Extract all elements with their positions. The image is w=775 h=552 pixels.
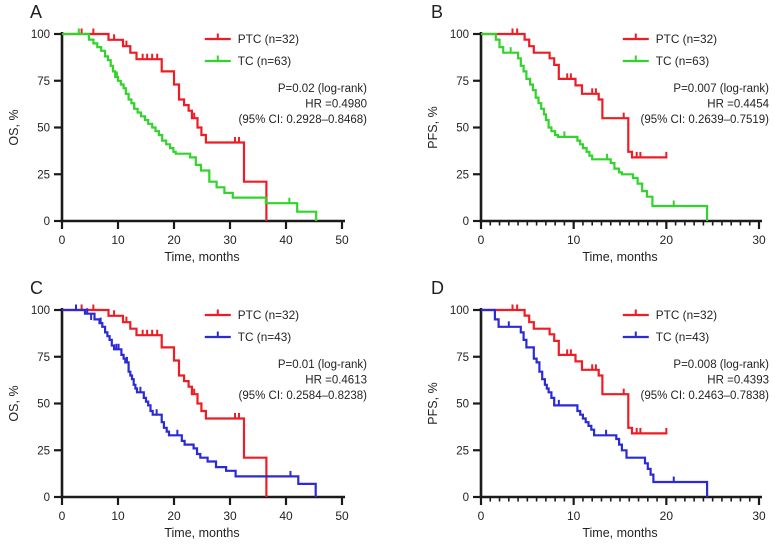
x-tick-label: 30: [223, 509, 237, 523]
x-tick-label: 30: [223, 233, 237, 247]
panel-a-letter: A: [30, 2, 43, 22]
km-plot-a: 0 25 50 75 100 0 10 20 30 40 50 Time, months OS, % PT…: [7, 28, 367, 264]
series-curve-1: [62, 308, 317, 497]
panel-c: C 0 25 50 75 100 0 10 20 30 40 50 Time, months OS, %…: [0, 276, 387, 552]
x-tick-label: 0: [478, 509, 485, 523]
stats-line-0: P=0.008 (log-rank): [673, 359, 769, 371]
y-axis-title: PFS, %: [426, 106, 440, 148]
panel-c-letter: C: [30, 278, 44, 298]
y-tick-label: 75: [456, 352, 469, 364]
legend-label-1: TC (n=43): [656, 330, 710, 344]
x-tick-label: 20: [660, 509, 674, 523]
y-tick-label: 0: [463, 492, 469, 504]
y-tick-label: 50: [456, 123, 469, 135]
series-curve-1: [62, 32, 318, 221]
km-plot-d: 0 25 50 75 100 0 10 20 30 Time, months PFS, % PTC (…: [426, 304, 769, 540]
y-tick-label: 75: [37, 352, 50, 364]
y-tick-label: 50: [456, 399, 469, 411]
y-axis-title: OS, %: [7, 385, 21, 421]
y-tick-label: 100: [31, 305, 50, 317]
y-tick-label: 0: [44, 216, 50, 228]
series-curve-1: [481, 308, 709, 497]
stats-line-0: P=0.01 (log-rank): [278, 359, 367, 371]
km-plot-b: 0 25 50 75 100 0 10 20 30 Time, months PFS, % PTC (…: [426, 28, 770, 264]
y-tick-label: 100: [450, 29, 469, 41]
x-axis-title: Time, months: [582, 526, 657, 540]
stats-line-1: HR =0.4613: [305, 375, 367, 387]
x-tick-label: 20: [167, 509, 181, 523]
x-tick-label: 50: [335, 509, 349, 523]
legend-label-0: PTC (n=32): [656, 308, 717, 322]
x-tick-label: 0: [59, 509, 66, 523]
x-axis-title: Time, months: [582, 250, 657, 264]
y-tick-label: 0: [463, 216, 469, 228]
legend-label-1: TC (n=63): [656, 54, 710, 68]
x-tick-label: 40: [279, 233, 293, 247]
x-tick-label: 10: [567, 233, 581, 247]
panel-d-letter: D: [431, 278, 445, 298]
stats-line-1: HR =0.4454: [707, 99, 769, 111]
legend-label-1: TC (n=43): [238, 330, 292, 344]
series-curve-1: [481, 32, 709, 221]
stats-line-1: HR =0.4980: [305, 99, 367, 111]
y-tick-label: 50: [37, 399, 50, 411]
x-axis-title: Time, months: [164, 250, 239, 264]
stats-line-2: (95% CI: 0.2463–0.7838): [640, 390, 769, 402]
panel-b: B 0 25 50 75 100 0 10 20 30 Time, months PFS, % PTC…: [387, 0, 775, 276]
x-tick-label: 30: [752, 509, 766, 523]
x-tick-label: 10: [111, 233, 125, 247]
x-tick-label: 0: [478, 233, 485, 247]
x-tick-label: 10: [111, 509, 125, 523]
stats-line-2: (95% CI: 0.2928–0.8468): [238, 114, 367, 126]
x-tick-label: 10: [567, 509, 581, 523]
x-tick-label: 20: [167, 233, 181, 247]
stats-line-0: P=0.007 (log-rank): [673, 83, 769, 95]
legend-label-0: PTC (n=32): [656, 32, 717, 46]
y-axis-title: OS, %: [7, 109, 21, 145]
legend-label-0: PTC (n=32): [238, 308, 299, 322]
y-tick-label: 100: [450, 305, 469, 317]
series-curve-0: [62, 308, 268, 497]
stats-line-2: (95% CI: 0.2584–0.8238): [238, 390, 367, 402]
series-curve-0: [62, 32, 268, 221]
x-axis-title: Time, months: [164, 526, 239, 540]
stats-line-2: (95% CI: 0.2639–0.7519): [640, 114, 769, 126]
stats-line-1: HR =0.4393: [707, 375, 769, 387]
y-tick-label: 25: [37, 445, 50, 457]
legend-label-0: PTC (n=32): [238, 32, 299, 46]
y-tick-label: 25: [456, 445, 469, 457]
panel-d: D 0 25 50 75 100 0 10 20 30 Time, months PFS, % PTC…: [387, 276, 775, 552]
y-tick-label: 75: [456, 76, 469, 88]
x-tick-label: 40: [279, 509, 293, 523]
y-tick-label: 75: [37, 76, 50, 88]
y-tick-label: 25: [456, 169, 469, 181]
series-curve-0: [481, 308, 668, 435]
y-tick-label: 100: [31, 29, 50, 41]
legend-label-1: TC (n=63): [238, 54, 292, 68]
x-tick-label: 30: [752, 233, 766, 247]
km-plot-c: 0 25 50 75 100 0 10 20 30 40 50 Time, months OS, % PT…: [7, 304, 367, 540]
y-tick-label: 50: [37, 123, 50, 135]
panel-b-letter: B: [431, 2, 444, 22]
y-axis-title: PFS, %: [426, 382, 440, 424]
y-tick-label: 25: [37, 169, 50, 181]
x-tick-label: 20: [660, 233, 674, 247]
stats-line-0: P=0.02 (log-rank): [278, 83, 367, 95]
x-tick-label: 50: [335, 233, 349, 247]
y-tick-label: 0: [44, 492, 50, 504]
panel-a: A 0 25 50 75 100 0 10 20 30 40 50 Time, months OS, %…: [0, 0, 387, 276]
x-tick-label: 0: [59, 233, 66, 247]
